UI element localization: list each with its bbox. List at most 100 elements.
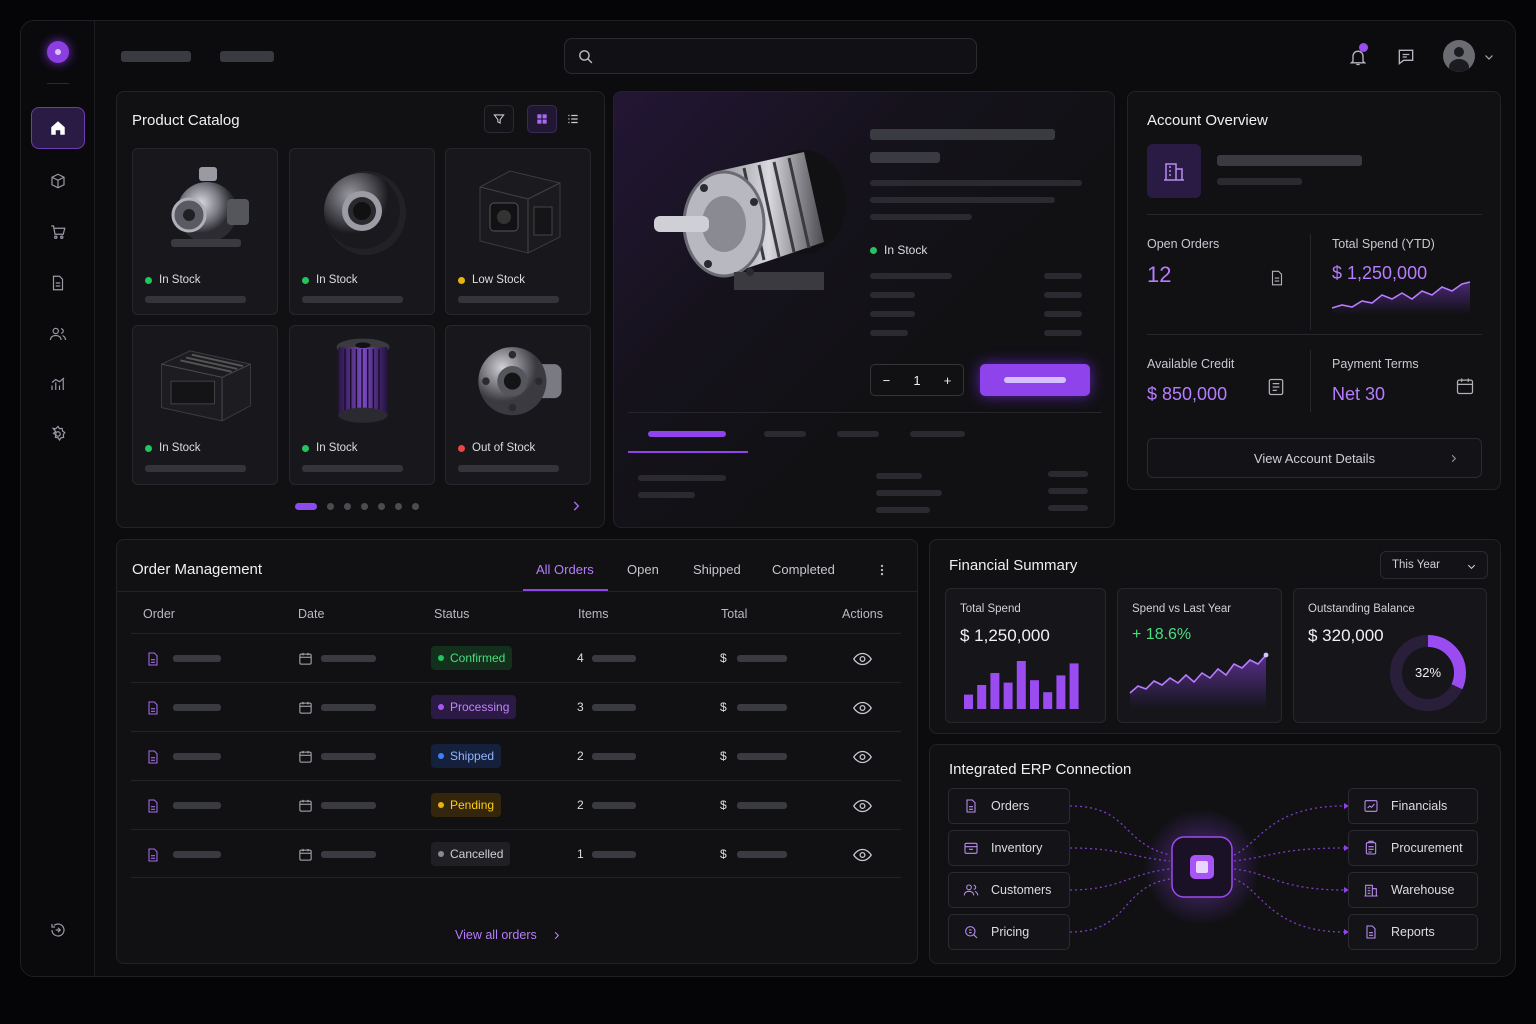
order-id-placeholder [173,802,221,809]
eye-icon[interactable] [853,750,872,764]
logout-icon [51,923,65,937]
table-row[interactable]: Processing 3 $ [131,682,901,731]
tab-specs[interactable] [764,431,806,437]
document-icon [148,848,158,862]
erp-source-orders[interactable]: Orders [948,788,1070,824]
qty-decrease-button[interactable]: − [882,372,891,388]
avatar[interactable] [1443,40,1475,72]
list-view-button[interactable] [558,105,588,133]
erp-target-financials[interactable]: Financials [1348,788,1478,824]
calendar-icon [299,799,312,812]
tab-documents[interactable] [837,431,879,437]
product-card[interactable]: Low Stock [445,148,591,315]
column-header-order[interactable]: Order [143,607,175,621]
view-account-details-button[interactable]: View Account Details [1147,438,1482,478]
nav-documents[interactable] [31,262,85,304]
control-module-image [161,350,251,422]
content-placeholder [1048,488,1088,494]
eye-icon[interactable] [853,848,872,862]
page-dot[interactable] [395,503,402,510]
erp-target-procurement[interactable]: Procurement [1348,830,1478,866]
quantity-stepper[interactable]: − 1 + [870,364,964,396]
table-row[interactable]: Pending 2 $ [131,780,901,829]
document-icon [148,652,158,666]
bell-icon[interactable] [1348,47,1368,67]
nav-products[interactable] [31,160,85,202]
erp-target-reports[interactable]: Reports [1348,914,1478,950]
nav-home[interactable] [31,107,85,149]
product-name-placeholder [302,465,403,472]
erp-source-customers[interactable]: Customers [948,872,1070,908]
column-header-date[interactable]: Date [298,607,325,621]
tab-completed[interactable]: Completed [772,562,835,577]
nav-logout[interactable] [31,909,85,951]
tab-all-orders[interactable]: All Orders [536,562,594,577]
tab-shipped[interactable]: Shipped [693,562,741,577]
content-placeholder [876,473,922,479]
tab-open[interactable]: Open [627,562,659,577]
tab-indicator [628,451,748,453]
status-dot [302,276,309,284]
nav-cart[interactable] [31,211,85,253]
currency-symbol: $ [720,700,727,714]
table-row[interactable]: Cancelled 1 $ [131,829,901,878]
erp-target-warehouse[interactable]: Warehouse [1348,872,1478,908]
table-row[interactable]: Shipped 2 $ [131,731,901,780]
tab-details[interactable] [648,431,726,437]
period-select[interactable]: This Year [1380,551,1488,579]
panel-title: Financial Summary [949,557,1078,574]
page-dot[interactable] [412,503,419,510]
receipt-icon [1268,378,1284,396]
chevron-right-icon[interactable] [569,499,583,513]
date-placeholder [321,704,376,711]
message-icon[interactable] [1396,47,1416,67]
panel-title: Integrated ERP Connection [949,761,1132,778]
page-dot[interactable] [378,503,385,510]
nav-users[interactable] [31,313,85,355]
nav-settings[interactable] [31,413,85,455]
add-to-cart-button[interactable] [980,364,1090,396]
eye-icon[interactable] [853,701,872,715]
motor-image [654,150,846,290]
column-header-total[interactable]: Total [721,607,748,621]
product-card[interactable]: In Stock [132,148,278,315]
erp-source-pricing[interactable]: Pricing [948,914,1070,950]
nav-analytics[interactable] [31,363,85,405]
grid-view-button[interactable] [527,105,557,133]
qty-value[interactable]: 1 [913,372,921,388]
more-options-icon[interactable] [875,561,889,579]
search-input[interactable] [564,38,977,74]
filter-button[interactable] [484,105,514,133]
currency-symbol: $ [720,651,727,665]
product-card[interactable]: Out of Stock [445,325,591,485]
eye-icon[interactable] [853,799,872,813]
chevron-down-icon[interactable] [1483,51,1495,63]
company-id-placeholder [1217,178,1302,185]
qty-increase-button[interactable]: + [943,372,952,388]
product-card[interactable]: In Stock [289,148,435,315]
page-dot[interactable] [327,503,334,510]
items-placeholder [592,802,636,809]
users-icon [49,327,67,341]
erp-source-inventory[interactable]: Inventory [948,830,1070,866]
spend-bar [1043,692,1053,709]
status-dot [145,444,152,452]
column-header-items[interactable]: Items [578,607,609,621]
available-credit-value: $ 850,000 [1147,384,1228,404]
spend-bar [1003,682,1013,709]
column-header-status[interactable]: Status [434,607,470,621]
page-dot[interactable] [361,503,368,510]
total-spend-card: Total Spend $ 1,250,000 [945,588,1106,723]
search-icon [579,50,593,64]
stock-status: In Stock [302,274,358,286]
view-all-orders-link[interactable]: View all orders [455,928,562,942]
spend-bar [990,673,1000,709]
table-row[interactable]: Confirmed 4 $ [131,633,901,682]
status-dot [438,704,444,710]
eye-icon[interactable] [853,652,872,666]
tab-reviews[interactable] [910,431,965,437]
page-dot[interactable] [295,503,317,510]
page-dot[interactable] [344,503,351,510]
product-card[interactable]: In Stock [289,325,435,485]
product-card[interactable]: In Stock [132,325,278,485]
